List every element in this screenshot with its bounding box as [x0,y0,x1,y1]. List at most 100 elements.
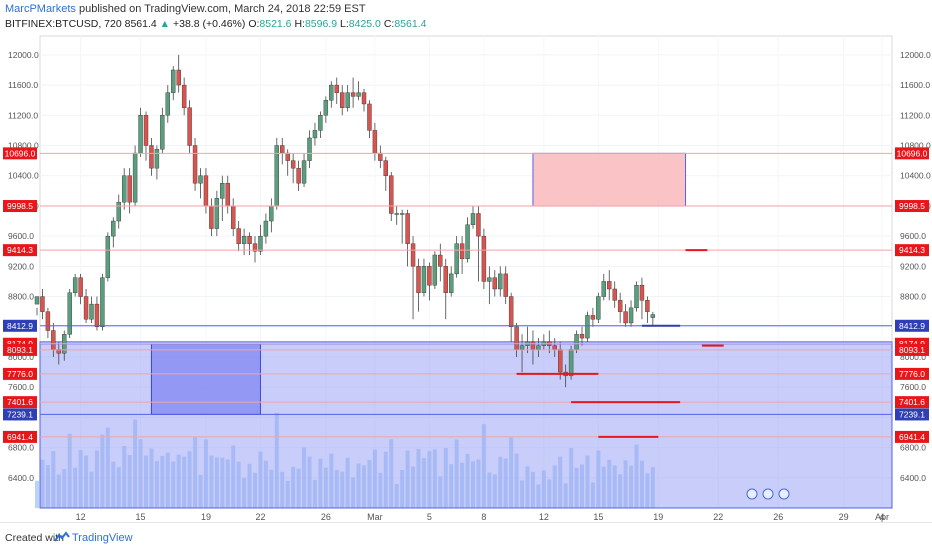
price-label-right: 8093.1 [899,345,925,355]
y-tick-label-left: 11200.0 [8,110,38,120]
price-label-left: 9414.3 [7,245,33,255]
candle-body [427,266,432,286]
candle [634,281,639,312]
candle-body [492,277,497,290]
candle [236,221,241,252]
tradingview-brand-link[interactable]: TradingView [72,532,133,544]
y-tick-label-right: 11200.0 [900,110,930,120]
candle [176,54,181,93]
high-label: H: [294,18,305,30]
candle [427,262,432,301]
candle-body [329,84,334,101]
candle-body [89,303,94,320]
x-tick-label: 8 [481,512,486,522]
price-label-right: 9998.5 [899,201,925,211]
candle-body [34,296,40,305]
volume-bar [35,480,39,508]
price-label-right-bg [895,319,929,332]
candle-body [149,145,154,169]
candle-body [383,160,388,176]
candle [536,338,541,357]
close-label: C: [383,18,395,30]
author-link[interactable]: MarcPMarkets [5,3,76,15]
y-tick-label-left: 7600.0 [8,382,34,392]
y-tick-label-left: 6400.0 [8,473,34,483]
candle-body [83,296,89,320]
candle-body [274,145,279,207]
y-tick-label-left: 12000.0 [8,50,39,60]
candle-body [138,115,143,154]
candle [383,156,388,191]
x-tick-label: 26 [321,512,331,522]
candle [601,273,606,301]
candle [198,168,203,199]
candle-body [350,92,356,97]
candle [454,236,459,278]
candle-body [405,213,410,244]
x-tick-label: 22 [713,512,723,522]
candle-body [214,198,220,229]
candle [421,258,427,297]
price-label-left-bg [3,430,37,443]
candle [290,153,296,184]
candle-body [449,273,454,293]
y-tick-label-right: 10400.0 [900,171,931,181]
candle [51,322,56,357]
y-tick-label-left: 8800.0 [8,292,34,302]
candle [399,209,405,244]
candle-body [312,130,318,139]
candle-body [121,175,127,203]
created-with-text: Created with [5,532,64,544]
candle-body [443,266,448,293]
price-label-left: 8412.9 [7,321,33,331]
candle-body [78,277,83,297]
price-label-right-bg [895,244,929,257]
candle-body [590,315,596,320]
candle-body [650,314,656,318]
candle [590,307,596,327]
event-flag-icon [762,488,774,500]
candle-body [389,175,394,214]
candle [350,77,356,108]
candle [552,338,557,357]
footer: Created with TradingView [0,522,932,551]
y-tick-label-right: 8000.0 [900,352,926,362]
symbol-line: BITFINEX:BTCUSD, 720 8561.4 ▲ +38.8 (+0.… [5,18,426,30]
candle-body [236,228,241,244]
candle-body [318,115,323,131]
candle-body [498,273,503,290]
candle [89,296,94,323]
candle-body [568,349,574,377]
candle-body [519,345,525,350]
candle-body [116,201,121,222]
y-tick-label-right: 11600.0 [900,80,930,90]
candle-body [296,167,301,184]
candle-body [176,69,181,86]
candle [83,288,89,323]
price-label-right: 10696.0 [897,148,928,158]
candle-body [258,235,263,252]
candle-body [481,235,487,282]
tradingview-logo-icon [54,531,70,542]
candle [121,168,127,210]
candle-body [459,243,465,259]
price-change: +38.8 (+0.46%) [173,18,246,30]
price-chart[interactable]: 12000.0 12000.0 11600.0 11600.0 11200.0 11200… [0,0,932,522]
candle [530,330,536,365]
candle-body [323,99,329,116]
candle [503,266,508,305]
candle [56,341,61,365]
chart-header: MarcPMarkets published on TradingView.co… [0,0,932,36]
candle-body [361,92,367,105]
candle [612,281,617,308]
price-label-right-bg [895,396,929,409]
candle [296,160,301,191]
candle [220,175,225,222]
price-label-right: 8174.9 [899,339,925,349]
candle [318,111,323,138]
candle-body [127,175,132,203]
candle-body [187,107,192,146]
candle-body [94,303,100,327]
candle [514,322,519,357]
candle-body [465,224,470,259]
